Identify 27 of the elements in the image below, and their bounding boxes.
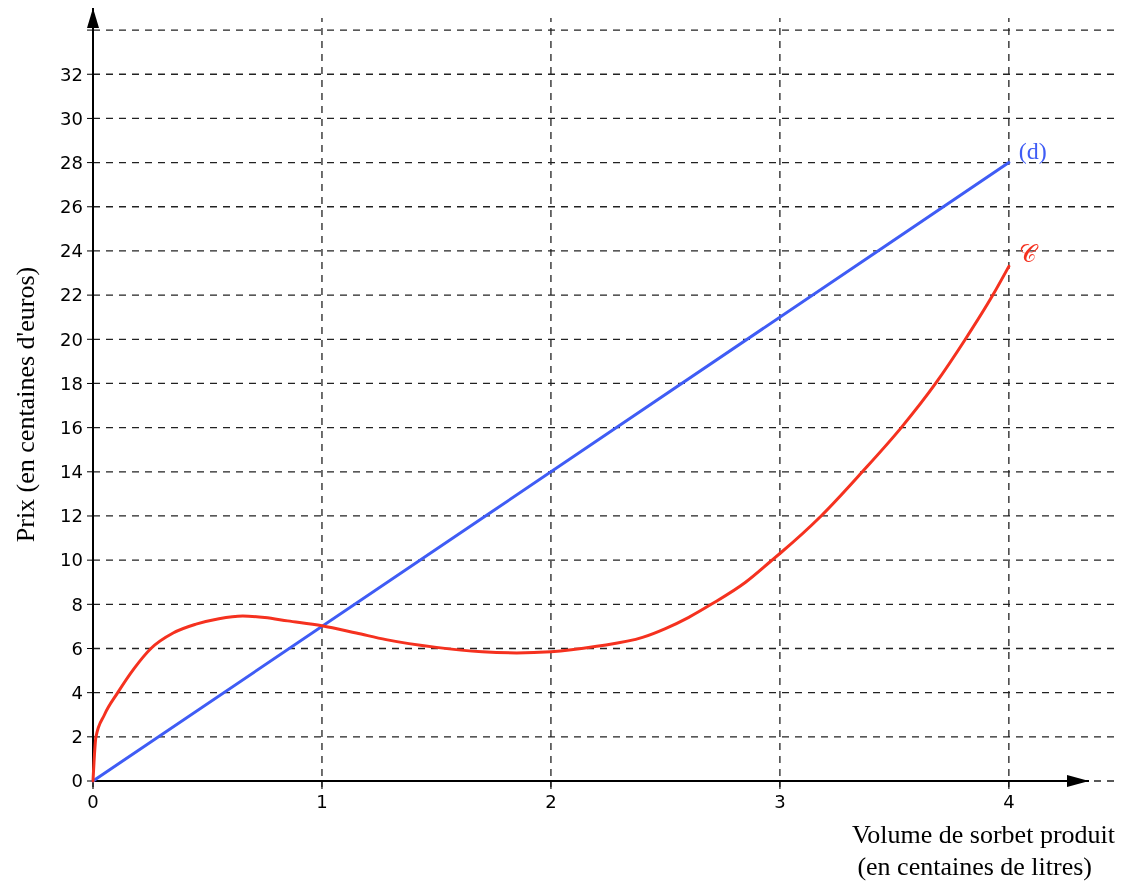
y-tick-label: 20: [60, 328, 83, 350]
y-tick-label: 26: [60, 196, 83, 218]
x-tick-label: 3: [774, 791, 786, 812]
x-tick-label: 1: [316, 791, 328, 812]
y-tick-label: 28: [60, 151, 83, 173]
x-tick-label: 0: [87, 791, 99, 812]
x-axis-title: Volume de sorbet produit (en centaines de litres): [851, 820, 1116, 881]
line-series: [91, 264, 1011, 783]
y-tick-label: 14: [60, 461, 83, 483]
y-tick-label: 24: [60, 240, 83, 262]
y-axis-title: Prix (en centaines d'euros): [11, 266, 40, 543]
y-tick-label: 0: [71, 770, 83, 792]
series-label: (d): [1018, 137, 1047, 164]
y-tick-label: 6: [71, 637, 83, 659]
y-tick-label: 22: [60, 284, 83, 306]
y-tick-label: 32: [60, 63, 83, 85]
y-tick-label: 18: [60, 372, 83, 394]
y-tick-label: 8: [71, 593, 83, 615]
y-tick-label: 16: [60, 416, 83, 438]
y-tick-label: 30: [60, 107, 83, 129]
y-tick-label: 10: [60, 549, 83, 571]
x-tick-label: 4: [1003, 791, 1015, 812]
series-label: 𝒞: [1018, 241, 1039, 268]
y-tick-label: 12: [60, 505, 83, 527]
y-tick-label: 4: [71, 681, 83, 703]
y-tick-label: 2: [71, 726, 83, 748]
x-tick-label: 2: [545, 791, 557, 812]
